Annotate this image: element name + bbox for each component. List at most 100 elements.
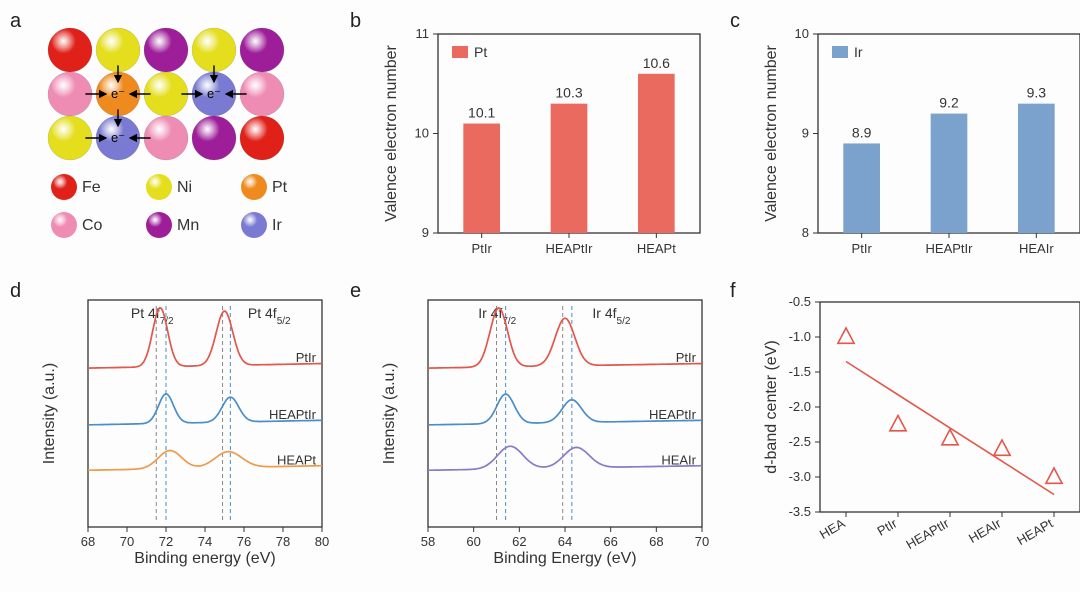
xtick: 70 — [695, 534, 709, 549]
bar — [1018, 104, 1055, 233]
xtick: 60 — [466, 534, 480, 549]
electron-label: e⁻ — [207, 86, 221, 101]
data-point — [890, 416, 906, 431]
bar — [551, 104, 588, 233]
panel-e: e 58606264666870Binding Energy (eV)Inten… — [350, 280, 710, 570]
y-axis-label: d-band center (eV) — [763, 340, 780, 473]
xtick: 76 — [237, 534, 251, 549]
peak-label: Pt 4f5/2 — [248, 305, 291, 327]
series-label: PtIr — [676, 350, 697, 365]
ytick: -1.0 — [789, 329, 811, 344]
electron-label: e⁻ — [111, 130, 125, 145]
legend-label-mn: Mn — [177, 217, 199, 234]
panel-b: b 9 10 11 Valence electron number 10.1 PtIr 10… — [350, 10, 710, 270]
legend-text: Ir — [854, 44, 863, 60]
spectrum-ptir — [428, 308, 702, 368]
bar-value: 10.3 — [555, 85, 582, 101]
legend-swatch-pt — [241, 174, 267, 200]
bar-value: 10.6 — [643, 55, 670, 71]
peak-label: Pt 4f7/2 — [131, 305, 174, 327]
panel-label-f: f — [730, 280, 736, 303]
panel-label-b: b — [350, 10, 361, 33]
category-label: HEAPtIr — [903, 515, 952, 552]
xtick: 62 — [512, 534, 526, 549]
data-point — [1046, 468, 1062, 483]
electron-label: e⁻ — [111, 86, 125, 101]
ytick: -1.5 — [789, 364, 811, 379]
bar-chart-pt: 9 10 11 Valence electron number 10.1 PtIr 10.3… — [380, 22, 710, 267]
legend-label-fe: Fe — [82, 179, 101, 196]
bar — [638, 74, 675, 233]
panel-c: c 8910Valence electron number8.9PtIr9.2H… — [730, 10, 1080, 270]
panel-label-a: a — [10, 10, 21, 33]
xtick: 64 — [558, 534, 572, 549]
xtick: 80 — [315, 534, 329, 549]
category-label: HEAPtIr — [546, 241, 594, 256]
xtick: 68 — [649, 534, 663, 549]
ytick: 9 — [802, 126, 809, 141]
bar-value: 8.9 — [852, 124, 872, 140]
legend-swatch-co — [51, 212, 77, 238]
ytick: 9 — [422, 225, 429, 240]
legend-label-co: Co — [82, 217, 103, 234]
panel-label-d: d — [10, 280, 21, 303]
legend-swatch-ni — [146, 174, 172, 200]
xtick: 70 — [120, 534, 134, 549]
legend-swatch — [832, 46, 848, 58]
bar-value: 9.2 — [939, 95, 959, 111]
xtick: 58 — [421, 534, 435, 549]
legend-swatch — [452, 46, 468, 58]
legend-label-ni: Ni — [177, 179, 192, 196]
xtick: 74 — [198, 534, 212, 549]
atom-diagram: e⁻e⁻e⁻FeNiPtCoMnIr — [40, 22, 330, 262]
category-label: PtIr — [472, 241, 493, 256]
xtick: 72 — [159, 534, 173, 549]
atom-fe — [240, 116, 284, 160]
bar-value: 10.1 — [468, 105, 495, 121]
series-label: HEAIr — [661, 452, 696, 467]
series-label: PtIr — [296, 350, 317, 365]
category-label: HEAPt — [1014, 515, 1056, 548]
peak-label: Ir 4f5/2 — [592, 305, 630, 327]
ytick: 10 — [415, 126, 429, 141]
bar — [463, 124, 500, 233]
ytick: -0.5 — [789, 294, 811, 309]
legend-swatch-fe — [51, 174, 77, 200]
ytick: -2.5 — [789, 434, 811, 449]
series-label: HEAPtIr — [269, 407, 317, 422]
category-label: HEAPt — [637, 241, 676, 256]
x-axis-label: Binding Energy (eV) — [493, 550, 636, 567]
bar-chart-ir: 8910Valence electron number8.9PtIr9.2HEA… — [760, 22, 1080, 267]
panel-label-c: c — [730, 10, 740, 33]
figure-grid: a e⁻e⁻e⁻FeNiPtCoMnIr b 91011Valence elec… — [10, 10, 1070, 570]
category-label: HEAPtIr — [926, 241, 974, 256]
bar-value: 9.3 — [1027, 85, 1047, 101]
ytick: 8 — [802, 225, 809, 240]
plot-frame — [820, 302, 1080, 512]
legend-swatch-mn — [146, 212, 172, 238]
bar — [931, 114, 968, 233]
ytick: -3.0 — [789, 469, 811, 484]
series-label: HEAPtIr — [649, 407, 697, 422]
panel-label-e: e — [350, 280, 361, 303]
bar — [843, 143, 880, 233]
legend-swatch-ir — [241, 212, 267, 238]
atom-mn — [144, 28, 188, 72]
dband-scatter: -3.5-3.0-2.5-2.0-1.5-1.0-0.5d-band cente… — [760, 292, 1080, 567]
category-label: HEAIr — [1019, 241, 1054, 256]
atom-mn — [240, 28, 284, 72]
panel-f: f -3.5-3.0-2.5-2.0-1.5-1.0-0.5d-band cen… — [730, 280, 1080, 570]
data-point — [838, 328, 854, 343]
y-axis-label: Valence electron number — [383, 44, 400, 221]
xps-chart-ir: 58606264666870Binding Energy (eV)Intensi… — [380, 292, 710, 567]
ytick: 11 — [416, 26, 430, 41]
category-label: PtIr — [874, 515, 900, 538]
y-axis-label: Valence electron number — [763, 44, 780, 221]
atom-fe — [48, 28, 92, 72]
category-label: PtIr — [852, 241, 873, 256]
xtick: 68 — [81, 534, 95, 549]
series-label: HEAPt — [277, 452, 316, 467]
category-label: HEAIr — [966, 515, 1004, 546]
xps-chart-pt: 68707274767880Binding energy (eV)Intensi… — [40, 292, 330, 567]
y-axis-label: Intensity (a.u.) — [381, 363, 398, 464]
